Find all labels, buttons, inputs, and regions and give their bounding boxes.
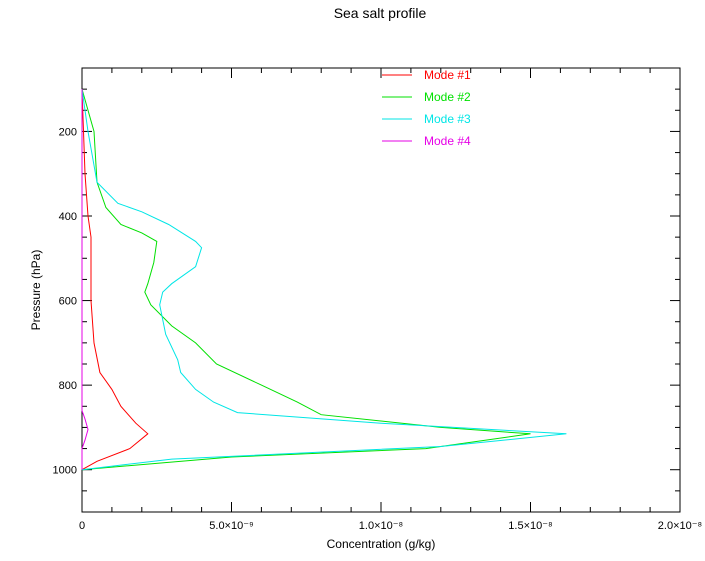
series-line-mode-2: [81, 88, 531, 471]
legend-label: Mode #3: [424, 112, 471, 126]
y-tick-label: 400: [59, 211, 77, 223]
x-axis-label: Concentration (g/kg): [327, 537, 436, 551]
plot-frame: [81, 67, 681, 513]
series-line-mode-4: [81, 89, 89, 470]
x-tick-label: 5.0×10⁻⁹: [209, 520, 253, 532]
x-tick-label: 2.0×10⁻⁸: [658, 520, 702, 532]
axis-tick-labels: 0 5.0×10⁻⁹ 1.0×10⁻⁸ 1.5×10⁻⁸ 2.0×10⁻⁸ 200 400 6…: [53, 126, 703, 532]
legend: Mode #1 Mode #2 Mode #3 Mode #4: [382, 68, 471, 148]
chart-title: Sea salt profile: [334, 5, 427, 21]
legend-label: Mode #4: [424, 134, 471, 148]
y-tick-label: 600: [59, 296, 77, 308]
x-tick-label: 1.0×10⁻⁸: [359, 520, 403, 532]
series-group: [81, 88, 567, 471]
y-axis-label: Pressure (hPa): [29, 250, 43, 331]
axis-ticks: [81, 68, 681, 512]
series-line-mode-1: [81, 89, 149, 471]
y-tick-label: 200: [59, 126, 77, 138]
y-tick-label: 1000: [53, 465, 77, 477]
series-line-mode-3: [81, 89, 567, 471]
legend-label: Mode #1: [424, 68, 471, 82]
x-tick-label: 0: [79, 520, 85, 532]
legend-label: Mode #2: [424, 90, 471, 104]
x-tick-label: 1.5×10⁻⁸: [508, 520, 552, 532]
y-tick-label: 800: [59, 380, 77, 392]
